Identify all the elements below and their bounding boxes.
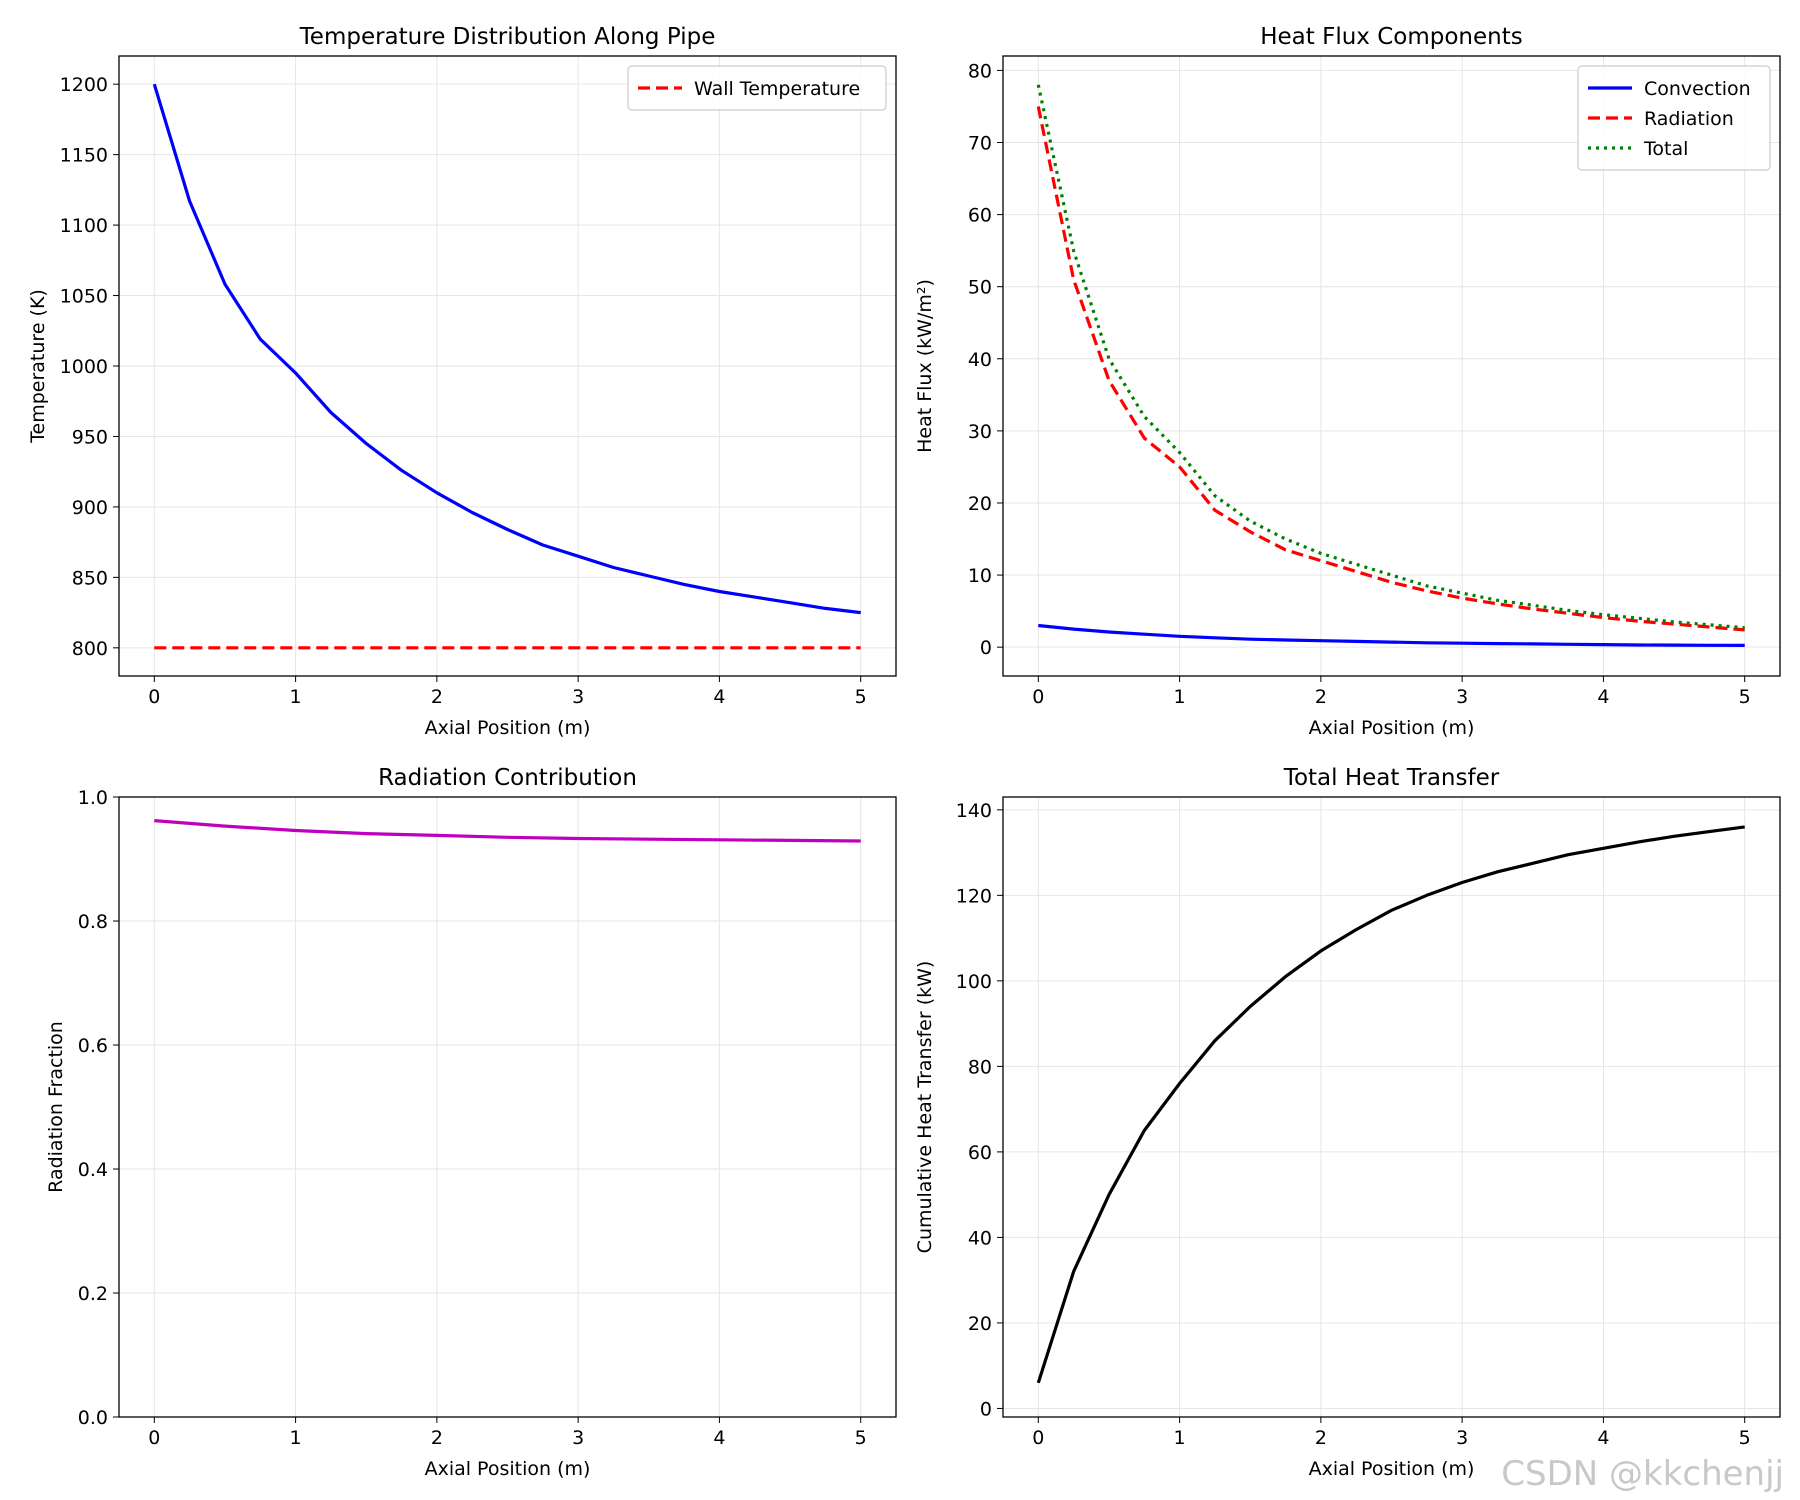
legend-box [1577,65,1771,171]
x-tick-label: 3 [1456,686,1468,708]
x-tick-label: 2 [1315,1427,1327,1449]
x-tick-label: 1 [290,1427,302,1449]
y-tick-label: 1000 [60,356,108,378]
x-tick-label: 3 [572,1427,584,1449]
y-tick-label: 40 [968,1227,992,1249]
x-tick-label: 0 [148,1427,160,1449]
y-tick-label: 20 [968,1313,992,1335]
y-tick-label: 20 [968,493,992,515]
y-tick-label: 30 [968,421,992,443]
legend-label: Radiation [1644,108,1734,130]
x-tick-label: 1 [1174,1427,1186,1449]
legend: Convection Radiation Total [1577,65,1771,171]
x-tick-label: 3 [1456,1427,1468,1449]
x-axis-label: Axial Position (m) [1309,1458,1475,1480]
y-axis-label: Radiation Fraction [45,1021,67,1193]
legend-label: Wall Temperature [694,78,860,100]
y-tick-label: 120 [956,885,992,907]
x-tick-label: 4 [1597,1427,1609,1449]
x-tick-label: 5 [1739,1427,1751,1449]
y-tick-label: 140 [956,800,992,822]
y-tick-label: 0.2 [78,1283,108,1305]
y-tick-label: 60 [968,1142,992,1164]
series-line-1 [1038,623,1745,648]
y-axis-label: Temperature (K) [27,289,49,444]
y-tick-label: 1050 [60,286,108,308]
x-tick-label: 1 [290,686,302,708]
x-tick-label: 3 [572,686,584,708]
axes-frame [1002,55,1781,677]
series-line-1 [154,819,861,843]
y-tick-label: 850 [72,567,108,589]
y-tick-label: 900 [72,497,108,519]
x-axis-label: Axial Position (m) [1309,717,1475,739]
x-tick-label: 2 [431,686,443,708]
y-tick-label: 0 [980,1398,992,1420]
series-line-1 [152,83,861,615]
x-axis-label: Axial Position (m) [425,1458,591,1480]
y-tick-label: 1.0 [78,787,108,809]
x-tick-label: 4 [713,686,725,708]
y-tick-label: 100 [956,971,992,993]
y-tick-label: 0.4 [78,1159,108,1181]
y-tick-label: 50 [968,277,992,299]
legend-label: Total [1643,138,1688,160]
legend-label: Convection [1644,78,1751,100]
axes-frame [118,796,897,1418]
y-tick-label: 950 [72,426,108,448]
x-tick-label: 0 [1032,686,1044,708]
axes-frame [1002,796,1781,1418]
legend: Wall Temperature [627,65,887,111]
y-axis-label: Heat Flux (kW/m²) [914,279,936,453]
y-axis-label: Cumulative Heat Transfer (kW) [914,961,936,1254]
y-tick-label: 80 [968,1056,992,1078]
series-line-2 [1036,106,1745,632]
legend-box [627,65,887,111]
y-tick-label: 0.6 [78,1035,108,1057]
watermark: CSDN @kkchenjj [1501,1454,1784,1494]
x-tick-label: 0 [1032,1427,1044,1449]
y-tick-label: 60 [968,205,992,227]
chart-title: Temperature Distribution Along Pipe [299,24,716,50]
y-tick-label: 1150 [60,145,108,167]
chart-4: 0 1 2 3 4 5 0 20 40 60 80 100 120 140 Total Heat Trans… [914,765,1781,1480]
y-tick-label: 80 [968,60,992,82]
x-tick-label: 2 [1315,686,1327,708]
y-tick-label: 0.8 [78,911,108,933]
y-tick-label: 0 [980,637,992,659]
chart-title: Heat Flux Components [1260,24,1523,50]
chart-1: 0 1 2 3 4 5 800 850 900 950 1000 1050 1100 1150 1200 Te… [27,24,897,739]
x-tick-label: 1 [1174,686,1186,708]
y-tick-label: 0.0 [78,1407,108,1429]
x-tick-label: 5 [855,686,867,708]
chart-title: Radiation Contribution [378,765,637,791]
chart-3: 0 1 2 3 4 5 0.0 0.2 0.4 0.6 0.8 1.0 Radiation Contri… [45,765,897,1480]
axes-frame [118,55,897,677]
x-axis-label: Axial Position (m) [425,717,591,739]
x-tick-label: 0 [148,686,160,708]
x-tick-label: 5 [1739,686,1751,708]
chart-title: Total Heat Transfer [1283,765,1500,791]
y-tick-label: 40 [968,349,992,371]
x-tick-label: 4 [713,1427,725,1449]
y-tick-label: 70 [968,133,992,155]
y-tick-label: 1100 [60,215,108,237]
y-tick-label: 1200 [60,74,108,96]
x-tick-label: 2 [431,1427,443,1449]
series-line-1 [1036,825,1745,1384]
x-tick-label: 4 [1597,686,1609,708]
y-tick-label: 10 [968,565,992,587]
y-tick-label: 800 [72,638,108,660]
x-tick-label: 5 [855,1427,867,1449]
